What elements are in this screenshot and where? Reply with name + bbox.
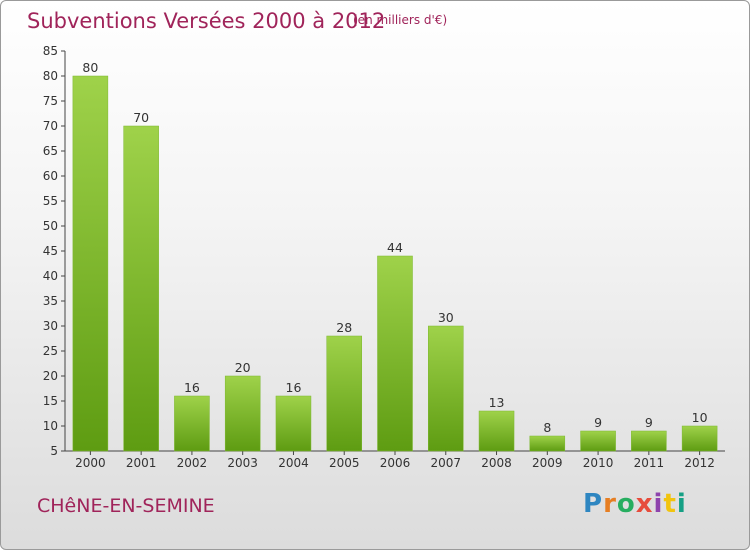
bar-value-label: 8 [543, 420, 551, 435]
x-tick-label: 2003 [227, 456, 258, 470]
y-tick-label: 60 [43, 169, 58, 183]
x-tick-label: 2002 [177, 456, 208, 470]
bar-value-label: 30 [438, 310, 454, 325]
bar-value-label: 20 [235, 360, 251, 375]
x-tick-label: 2006 [380, 456, 411, 470]
bar [580, 430, 616, 452]
commune-name: CHêNE-EN-SEMINE [37, 495, 215, 517]
x-tick-label: 2001 [126, 456, 157, 470]
bar-value-label: 13 [489, 395, 505, 410]
x-tick-label: 2011 [634, 456, 665, 470]
y-tick-label: 80 [43, 69, 58, 83]
x-tick-label: 2005 [329, 456, 360, 470]
logo-letter: o [616, 489, 636, 519]
logo-letter: x [635, 489, 654, 519]
bar [72, 75, 109, 452]
x-tick-label: 2000 [75, 456, 106, 470]
bar [631, 430, 667, 452]
logo-letter: P [583, 489, 604, 519]
y-tick-label: 20 [43, 369, 58, 383]
logo-letter: i [676, 489, 687, 519]
bar [174, 395, 210, 452]
x-tick-label: 2012 [684, 456, 715, 470]
x-tick-label: 2009 [532, 456, 563, 470]
y-tick-label: 5 [50, 444, 58, 458]
bar [224, 375, 261, 452]
bar [428, 325, 464, 452]
x-tick-label: 2010 [583, 456, 614, 470]
y-tick-label: 15 [43, 394, 58, 408]
y-tick-label: 55 [43, 194, 58, 208]
y-tick-label: 25 [43, 344, 58, 358]
y-tick-label: 40 [43, 269, 58, 283]
y-tick-label: 45 [43, 244, 58, 258]
y-tick-label: 70 [43, 119, 58, 133]
y-tick-label: 10 [43, 419, 58, 433]
chart-title: Subventions Versées 2000 à 2012 [27, 9, 386, 33]
y-tick-label: 85 [43, 44, 58, 58]
y-tick-label: 35 [43, 294, 58, 308]
bar-value-label: 44 [387, 240, 403, 255]
bar [681, 425, 718, 452]
y-tick-label: 30 [43, 319, 58, 333]
x-tick-label: 2008 [481, 456, 512, 470]
bar [123, 125, 159, 452]
bar [275, 395, 312, 452]
bar-value-label: 10 [692, 410, 708, 425]
logo-letter: i [653, 489, 664, 519]
bar-value-label: 80 [82, 60, 98, 75]
bar-value-label: 9 [645, 415, 653, 430]
bar-value-label: 16 [286, 380, 302, 395]
bar-value-label: 9 [594, 415, 602, 430]
bar [326, 335, 362, 452]
bar-value-label: 16 [184, 380, 200, 395]
y-tick-label: 65 [43, 144, 58, 158]
proxiti-logo: Proxiti [583, 489, 687, 519]
x-tick-label: 2004 [278, 456, 309, 470]
bar [377, 255, 413, 452]
chart-labels: 2000 80 2001 70 2002 16 2003 20 2004 16 2005 28 2006… [75, 60, 715, 470]
bar [478, 410, 515, 452]
bar [529, 435, 566, 452]
bar-value-label: 28 [336, 320, 352, 335]
y-tick-label: 50 [43, 219, 58, 233]
bar-value-label: 70 [133, 110, 149, 125]
x-tick-label: 2007 [430, 456, 461, 470]
chart-axes: 5 10 15 20 25 30 35 40 45 50 55 60 65 70 75 80 85 [43, 44, 725, 458]
logo-letter: t [663, 489, 677, 519]
chart-subtitle: (en milliers d'€) [353, 13, 448, 27]
chart-bars [72, 75, 718, 452]
y-tick-label: 75 [43, 94, 58, 108]
logo-letter: r [603, 489, 617, 519]
